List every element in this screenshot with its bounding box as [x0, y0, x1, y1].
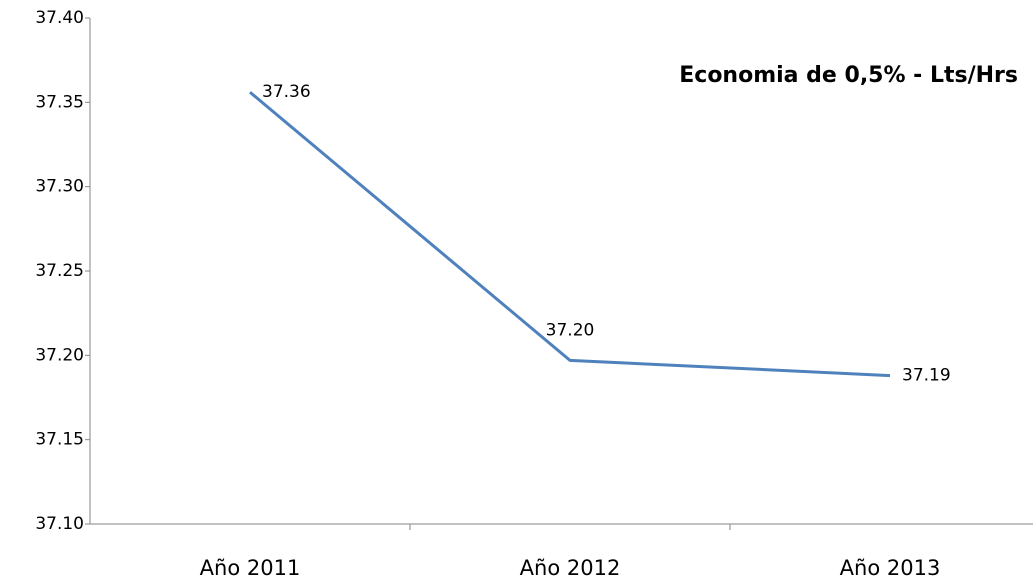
data-label: 37.20 [546, 320, 595, 340]
y-tick-label: 37.25 [35, 261, 84, 281]
x-tick-label: Año 2011 [200, 556, 301, 580]
y-tick-label: 37.10 [35, 514, 84, 534]
line-series [249, 91, 891, 378]
y-tick-label: 37.20 [35, 345, 84, 365]
y-tick-label: 37.40 [35, 8, 84, 28]
x-tick-label: Año 2013 [840, 556, 941, 580]
y-tick-label: 37.15 [35, 430, 84, 450]
x-tick-label: Año 2012 [520, 556, 621, 580]
y-tick-label: 37.35 [35, 92, 84, 112]
data-label: 37.19 [902, 366, 951, 386]
data-label: 37.36 [262, 82, 311, 102]
y-tick-label: 37.30 [35, 177, 84, 197]
chart-title: Economia de 0,5% - Lts/Hrs [679, 63, 1018, 88]
